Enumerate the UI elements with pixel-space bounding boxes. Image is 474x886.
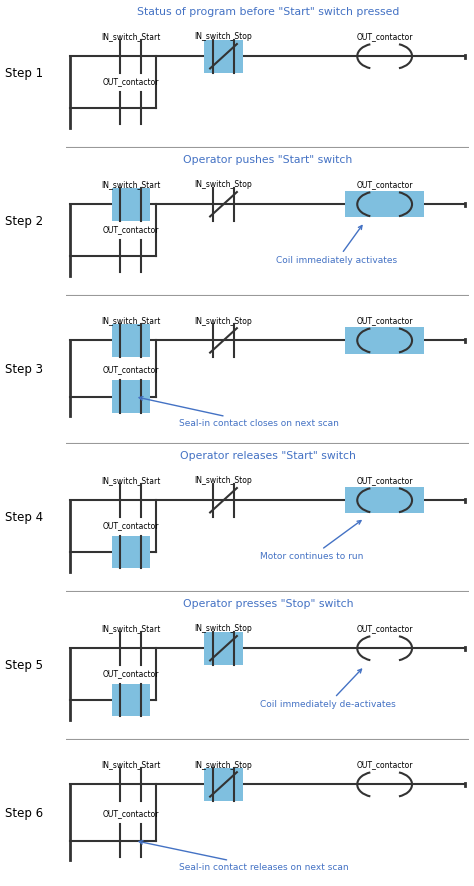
Text: Seal-in contact closes on next scan: Seal-in contact closes on next scan xyxy=(139,397,339,428)
Text: Step 4: Step 4 xyxy=(5,511,43,525)
Text: OUT_contactor: OUT_contactor xyxy=(102,365,159,375)
Text: IN_switch_Start: IN_switch_Start xyxy=(101,477,161,486)
Text: IN_switch_Start: IN_switch_Start xyxy=(101,760,161,770)
Text: IN_switch_Stop: IN_switch_Stop xyxy=(195,181,252,190)
Text: OUT_contactor: OUT_contactor xyxy=(356,625,413,633)
Text: IN_switch_Start: IN_switch_Start xyxy=(101,33,161,42)
Text: OUT_contactor: OUT_contactor xyxy=(102,669,159,678)
Text: IN_switch_Start: IN_switch_Start xyxy=(101,316,161,325)
Bar xyxy=(345,487,424,514)
Text: Operator presses "Stop" switch: Operator presses "Stop" switch xyxy=(182,599,353,609)
Text: IN_switch_Start: IN_switch_Start xyxy=(101,625,161,633)
Text: Step 3: Step 3 xyxy=(5,363,43,377)
Text: Step 1: Step 1 xyxy=(5,67,43,81)
Text: IN_switch_Stop: IN_switch_Stop xyxy=(195,625,252,633)
Text: Coil immediately de-activates: Coil immediately de-activates xyxy=(260,669,395,710)
Text: Status of program before "Start" switch pressed: Status of program before "Start" switch … xyxy=(137,7,399,17)
Bar xyxy=(112,380,150,413)
Bar xyxy=(112,536,150,568)
Text: Step 2: Step 2 xyxy=(5,215,43,229)
Text: Motor continues to run: Motor continues to run xyxy=(260,521,363,562)
Bar xyxy=(204,768,243,801)
Bar xyxy=(345,327,424,354)
Text: OUT_contactor: OUT_contactor xyxy=(356,33,413,42)
Text: IN_switch_Stop: IN_switch_Stop xyxy=(195,477,252,486)
Text: OUT_contactor: OUT_contactor xyxy=(356,181,413,190)
Bar xyxy=(204,632,243,664)
Text: Operator releases "Start" switch: Operator releases "Start" switch xyxy=(180,451,356,461)
Text: Step 6: Step 6 xyxy=(5,807,43,820)
Text: OUT_contactor: OUT_contactor xyxy=(356,760,413,770)
Text: OUT_contactor: OUT_contactor xyxy=(102,225,159,234)
Bar xyxy=(112,188,150,221)
Text: IN_switch_Stop: IN_switch_Stop xyxy=(195,316,252,325)
Text: OUT_contactor: OUT_contactor xyxy=(102,810,159,819)
Bar xyxy=(112,684,150,716)
Text: Step 5: Step 5 xyxy=(5,659,43,672)
Text: IN_switch_Start: IN_switch_Start xyxy=(101,181,161,190)
Text: IN_switch_Stop: IN_switch_Stop xyxy=(195,33,252,42)
Text: OUT_contactor: OUT_contactor xyxy=(102,521,159,530)
Bar xyxy=(345,191,424,217)
Bar xyxy=(204,40,243,73)
Text: IN_switch_Stop: IN_switch_Stop xyxy=(195,760,252,770)
Text: Seal-in contact releases on next scan: Seal-in contact releases on next scan xyxy=(139,841,349,872)
Text: OUT_contactor: OUT_contactor xyxy=(356,477,413,486)
Text: Coil immediately activates: Coil immediately activates xyxy=(276,226,397,266)
Text: OUT_contactor: OUT_contactor xyxy=(356,316,413,325)
Text: Operator pushes "Start" switch: Operator pushes "Start" switch xyxy=(183,155,353,165)
Bar xyxy=(112,324,150,357)
Text: OUT_contactor: OUT_contactor xyxy=(102,77,159,86)
